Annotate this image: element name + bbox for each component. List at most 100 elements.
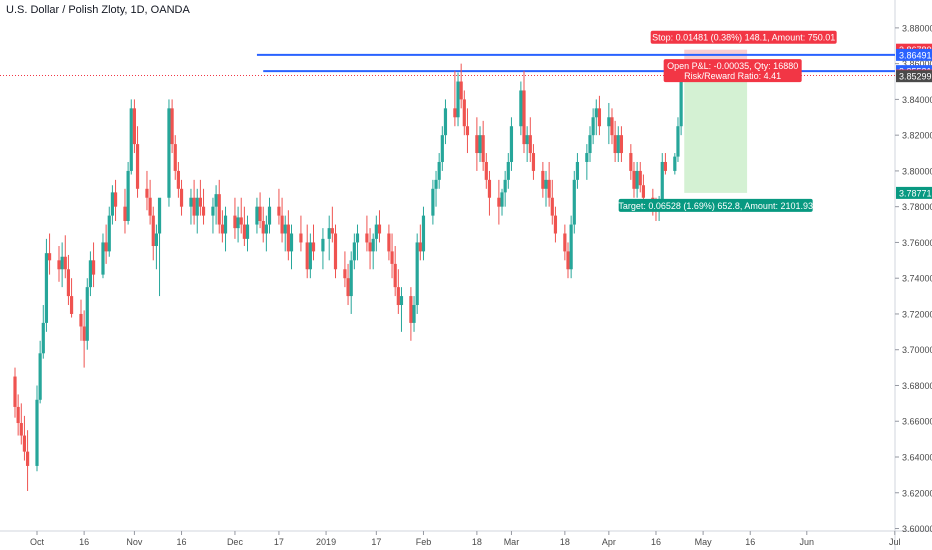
candle-body — [396, 287, 400, 306]
candle-body — [311, 242, 316, 252]
x-tick-label: Oct — [30, 537, 45, 547]
candle-body — [506, 161, 510, 180]
candle-body — [110, 192, 115, 216]
candle-body — [167, 108, 171, 198]
candle-body — [522, 90, 526, 145]
candle-body — [145, 188, 149, 198]
candle-body — [299, 233, 303, 243]
candle-body — [437, 161, 441, 180]
target-label-bg — [618, 198, 813, 212]
candle-body — [528, 135, 532, 154]
candle-body — [283, 224, 287, 234]
candle-body — [38, 353, 42, 400]
candle-body — [509, 126, 514, 162]
candle-body — [223, 215, 228, 234]
price-label-bg — [896, 186, 932, 199]
candle-body — [597, 108, 602, 127]
candle-body — [421, 215, 426, 252]
candle-body — [44, 253, 49, 323]
candle-body — [22, 435, 27, 452]
candle-body — [201, 206, 206, 216]
y-tick-label: 3.60000 — [902, 524, 932, 534]
candle-body — [135, 144, 140, 189]
candle-body — [264, 224, 268, 234]
candle-body — [635, 170, 639, 189]
candle-body — [79, 313, 83, 327]
candle-body — [519, 90, 523, 127]
candle-body — [462, 99, 466, 127]
candle-body — [35, 399, 39, 466]
candle-body — [349, 260, 353, 297]
y-tick-label: 3.82000 — [902, 131, 932, 141]
candle-body — [679, 81, 683, 127]
candle-body — [47, 253, 52, 261]
candle-body — [453, 108, 457, 118]
price-label-text: 3.85299 — [899, 72, 932, 82]
candle-body — [431, 188, 435, 216]
candle-body — [343, 269, 347, 279]
candle-body — [217, 194, 221, 225]
candle-body — [550, 197, 554, 216]
price-label-text: 3.86491 — [899, 50, 932, 60]
pnl-label-bg — [663, 59, 802, 83]
candle-body — [575, 161, 580, 180]
candle-body — [126, 170, 130, 221]
candle-body — [497, 197, 501, 207]
candle-body — [113, 192, 118, 207]
candle-body — [176, 170, 180, 189]
candle-body — [211, 206, 215, 216]
stop-label-bg — [650, 30, 837, 44]
candle-body — [25, 451, 30, 466]
target-label-text: Target: 0.06528 (1.69%) 652.8, Amount: 2… — [618, 201, 813, 211]
x-tick-label: Jun — [800, 537, 815, 547]
x-tick-label: 17 — [274, 537, 284, 547]
x-tick-label: 18 — [560, 537, 570, 547]
candle-body — [547, 179, 551, 198]
candle-body — [660, 161, 664, 202]
x-tick-label: 17 — [371, 537, 381, 547]
candle-body — [91, 260, 96, 275]
candle-body — [610, 117, 614, 136]
candle-body — [456, 81, 460, 118]
candle-body — [346, 278, 350, 297]
candle-body — [481, 135, 485, 162]
candle-body — [132, 108, 137, 145]
price-label-text: 3.78771 — [899, 188, 932, 198]
candle-body — [245, 224, 250, 239]
candle-body — [277, 206, 281, 216]
take-profit-zone — [684, 76, 748, 193]
candle-body — [563, 233, 567, 252]
y-tick-label: 3.84000 — [902, 95, 932, 105]
candle-body — [239, 217, 243, 225]
candle-body — [327, 228, 331, 239]
candle-body — [616, 135, 620, 154]
x-tick-label: Apr — [602, 537, 616, 547]
candle-body — [632, 170, 636, 189]
candle-body — [82, 326, 86, 341]
candle-body — [412, 305, 416, 323]
x-tick-label: Jul — [889, 537, 901, 547]
candle-body — [13, 376, 17, 407]
candle-body — [418, 242, 422, 252]
y-tick-label: 3.72000 — [902, 309, 932, 319]
candle-body — [88, 260, 93, 288]
candle-body — [374, 224, 378, 239]
candle-body — [572, 179, 576, 225]
candle-body — [525, 135, 529, 145]
candle-body — [236, 217, 240, 229]
y-tick-label: 3.74000 — [902, 274, 932, 284]
y-tick-label: 3.68000 — [902, 381, 932, 391]
candle-body — [255, 206, 259, 225]
candle-body — [613, 135, 617, 154]
candle-body — [459, 81, 463, 100]
candle-body — [487, 179, 492, 198]
candle-body — [63, 256, 67, 270]
x-tick-label: Feb — [416, 537, 432, 547]
candle-body — [594, 108, 598, 118]
candle-body — [289, 233, 294, 252]
candle-body — [60, 256, 64, 270]
candle-body — [179, 188, 184, 207]
y-tick-label: 3.70000 — [902, 345, 932, 355]
y-tick-label: 3.86000 — [902, 59, 932, 69]
